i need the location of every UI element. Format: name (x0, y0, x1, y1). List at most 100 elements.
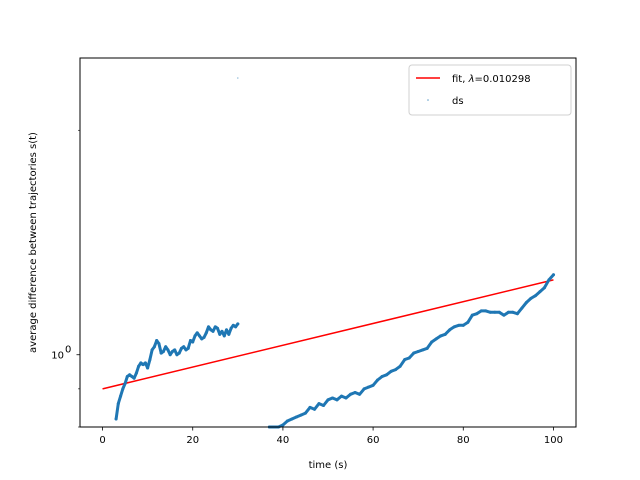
ds-point (227, 332, 231, 336)
ds-point (195, 331, 199, 335)
y-axis-ticks: 100 (51, 129, 80, 428)
ds-point (177, 351, 181, 355)
ds-point (139, 361, 143, 365)
ds-point (216, 326, 220, 330)
ds-point (231, 323, 235, 327)
ds-point (294, 415, 298, 419)
ds-point (186, 346, 190, 350)
ds-point (394, 368, 398, 372)
ds-point (385, 373, 389, 377)
ds-point (358, 392, 362, 396)
ds-point (173, 348, 177, 352)
ds-point (403, 358, 407, 362)
ds-point (152, 345, 156, 349)
ds-point (470, 313, 474, 317)
ds-point (308, 405, 312, 409)
x-axis-label: time (s) (309, 460, 348, 471)
ds-point (170, 350, 174, 354)
ds-point (225, 328, 229, 332)
ds-point (119, 394, 123, 398)
ds-point (457, 323, 461, 327)
ds-point (209, 328, 213, 332)
ds-point (511, 310, 515, 314)
legend-ds-swatch (427, 99, 429, 101)
ds-point (538, 290, 542, 294)
ds-point (137, 364, 141, 368)
ds-point (340, 394, 344, 398)
ds-point (141, 363, 145, 367)
ds-point (407, 356, 411, 360)
ds-point (237, 77, 239, 79)
ds-point (143, 361, 147, 365)
ds-point (443, 332, 447, 336)
x-tick-label: 20 (186, 435, 199, 446)
ds-point (166, 348, 170, 352)
ds-point (389, 369, 393, 373)
ds-point (439, 334, 443, 338)
ds-point (488, 310, 492, 314)
ds-point (466, 320, 470, 324)
ds-point (148, 358, 152, 362)
ds-point (229, 326, 233, 330)
fit-line (102, 279, 554, 390)
ds-point (125, 375, 129, 379)
ds-point (150, 348, 154, 352)
ds-point (175, 353, 179, 357)
ds-point (211, 329, 215, 333)
ds-point (533, 294, 537, 298)
ds-point (502, 313, 506, 317)
ds-point (155, 338, 159, 342)
ds-point (281, 423, 285, 427)
ds-point (524, 301, 528, 305)
ds-point (290, 417, 294, 421)
x-tick-label: 40 (277, 435, 290, 446)
ds-point (168, 353, 172, 357)
ds-point (218, 332, 222, 336)
ds-point (475, 312, 479, 316)
ds-point (116, 402, 120, 406)
ds-point (484, 309, 488, 313)
ds-point (317, 402, 321, 406)
ds-point (222, 334, 226, 338)
ds-point (134, 371, 138, 375)
ds-point (128, 373, 132, 377)
ds-point (461, 323, 465, 327)
y-tick-label: 10 (51, 351, 64, 362)
ds-point (234, 325, 238, 329)
ds-point (416, 350, 420, 354)
legend-fit-label: fit, λ=0.010298 (452, 74, 531, 85)
ds-point (202, 335, 206, 339)
ds-point (434, 337, 438, 341)
ds-point (130, 375, 134, 379)
legend-ds-label: ds (452, 96, 464, 107)
ds-point (520, 306, 524, 310)
ds-point (353, 390, 357, 394)
ds-point (547, 278, 551, 282)
ds-point (493, 310, 497, 314)
ds-point (204, 331, 208, 335)
ds-point (132, 376, 136, 380)
ds-point (197, 334, 201, 338)
ds-point (430, 340, 434, 344)
ds-point (191, 340, 195, 344)
plot-area (102, 77, 555, 429)
ds-point (236, 322, 240, 326)
ds-point (331, 396, 335, 400)
ds-point (182, 345, 186, 349)
ds-point (213, 325, 217, 329)
ds-point (362, 387, 366, 391)
ds-point (299, 413, 303, 417)
ds-point (398, 364, 402, 368)
ds-point (303, 411, 307, 415)
x-tick-label: 80 (457, 435, 470, 446)
ds-point (184, 348, 188, 352)
ds-point (220, 329, 224, 333)
ds-point (123, 382, 127, 386)
ds-point (515, 312, 519, 316)
ds-point (312, 407, 316, 411)
ds-point (452, 325, 456, 329)
y-axis-label: average difference between trajectories … (28, 132, 39, 353)
legend-box (408, 64, 572, 116)
ds-point (497, 310, 501, 314)
